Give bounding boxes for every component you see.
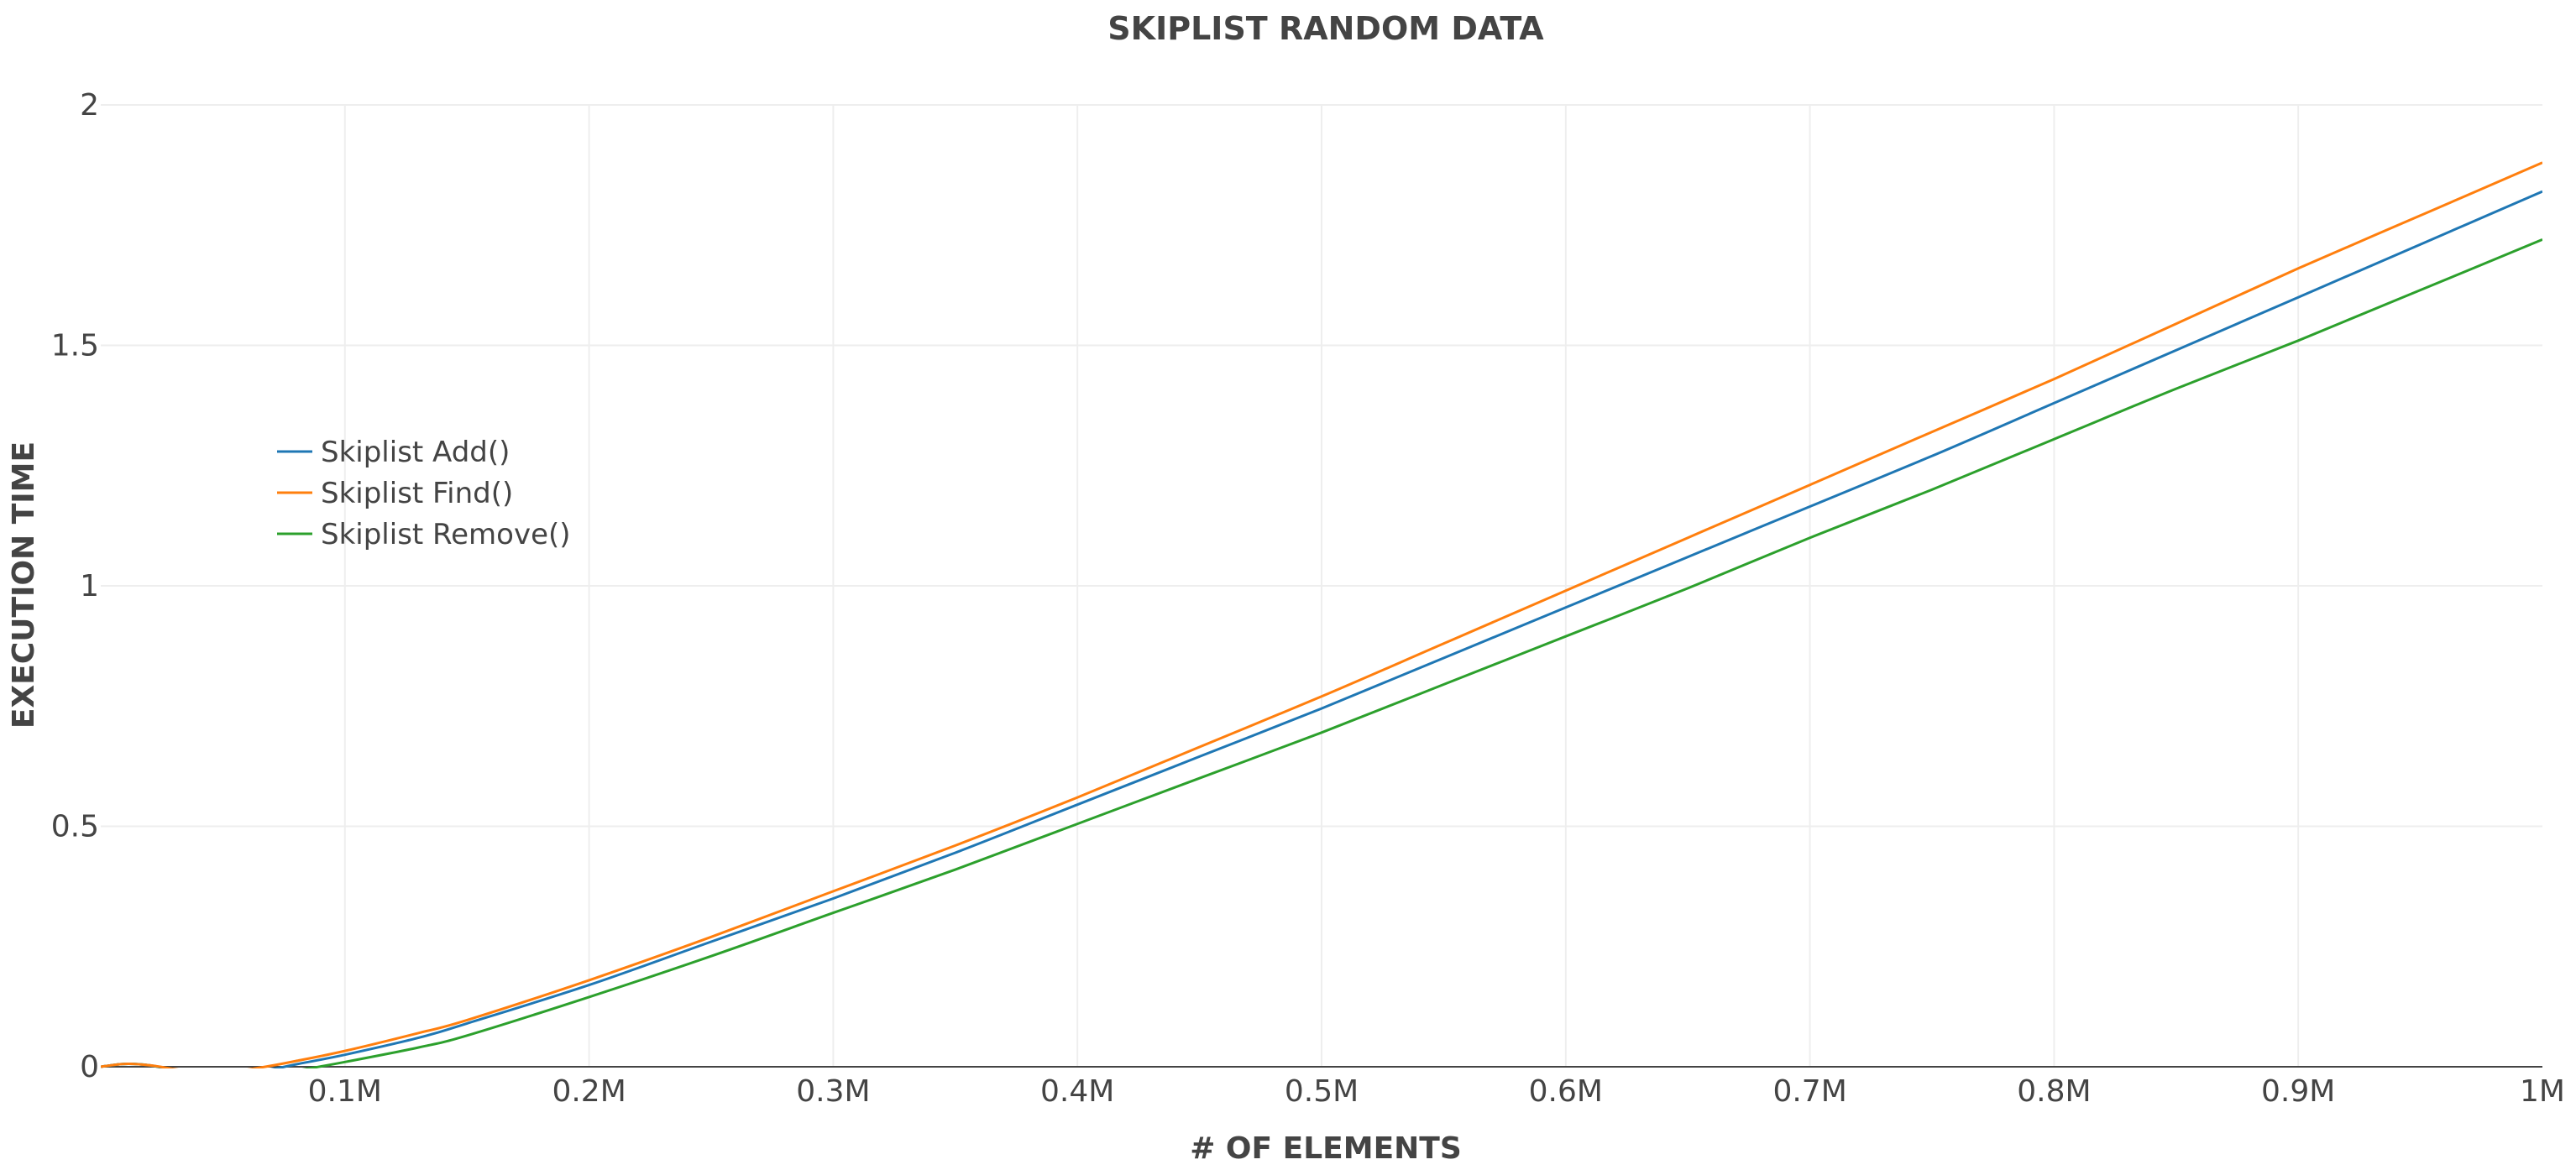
x-axis-ticks: 0.1M 0.2M 0.3M 0.4M 0.5M 0.6M 0.7M 0.8M 0.9M 1M [308, 1074, 2565, 1109]
legend-label: Skiplist Find() [321, 477, 513, 510]
x-tick-label: 0.7M [1772, 1074, 1846, 1109]
x-tick-label: 0.2M [552, 1074, 626, 1109]
legend-label: Skiplist Remove() [321, 518, 571, 551]
x-tick-label: 1M [2520, 1074, 2565, 1109]
y-tick-label: 2 [80, 88, 99, 123]
legend-item[interactable]: Skiplist Find() [277, 477, 513, 510]
y-axis-ticks: 0 0.5 1 1.5 2 [51, 88, 99, 1084]
x-axis-title: # OF ELEMENTS [1190, 1131, 1462, 1166]
series-line-1 [101, 190, 2542, 1068]
x-tick-label: 0.9M [2261, 1074, 2335, 1109]
y-tick-label: 0 [80, 1050, 99, 1084]
legend-label: Skiplist Add() [321, 436, 510, 469]
x-tick-label: 0.8M [2017, 1074, 2091, 1109]
y-axis-title: EXECUTION TIME [7, 441, 41, 729]
chart-title: SKIPLIST RANDOM DATA [1107, 10, 1544, 47]
series-lines [101, 161, 2542, 1068]
x-tick-label: 0.5M [1285, 1074, 1359, 1109]
x-tick-label: 0.1M [308, 1074, 382, 1109]
grid [101, 104, 2542, 1067]
legend: Skiplist Add() Skiplist Find() Skiplist Re… [277, 436, 571, 551]
x-tick-label: 0.3M [796, 1074, 870, 1109]
x-tick-label: 0.4M [1040, 1074, 1114, 1109]
legend-item[interactable]: Skiplist Remove() [277, 518, 571, 551]
x-tick-label: 0.6M [1529, 1074, 1603, 1109]
series-line-2 [101, 161, 2542, 1068]
y-tick-label: 1 [80, 569, 99, 603]
y-tick-label: 1.5 [51, 329, 99, 363]
legend-item[interactable]: Skiplist Add() [277, 436, 510, 469]
y-tick-label: 0.5 [51, 810, 99, 844]
series-line-3 [101, 238, 2542, 1068]
